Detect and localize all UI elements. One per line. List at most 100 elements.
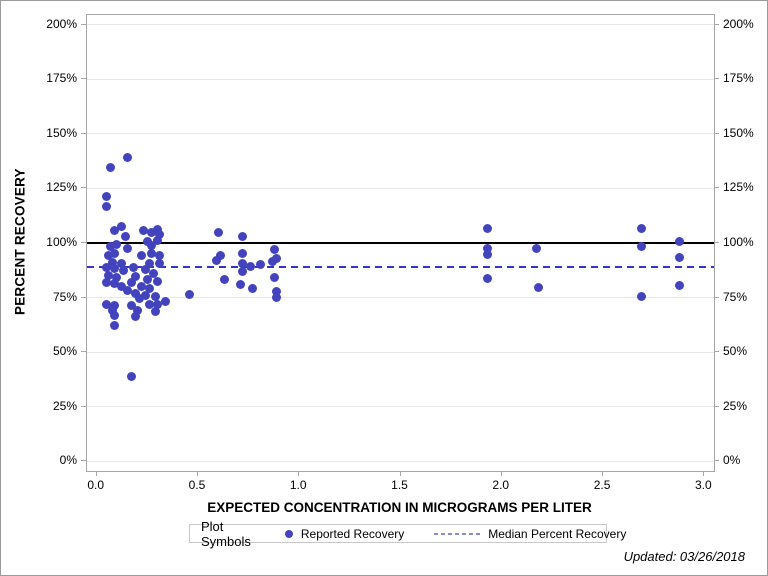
data-point <box>110 226 120 236</box>
y-axis-tick-right <box>714 405 719 407</box>
data-point <box>122 244 132 254</box>
data-point <box>483 223 493 233</box>
data-point <box>126 277 136 287</box>
y-axis-tick-left <box>81 405 86 407</box>
data-point <box>138 225 148 235</box>
data-point <box>116 222 126 232</box>
y-axis-tick-right <box>714 296 719 298</box>
data-point <box>106 242 116 252</box>
x-axis-tick <box>602 471 604 476</box>
y-axis-tick-label-left: 0% <box>59 453 77 468</box>
data-point <box>140 290 150 300</box>
y-axis-tick-label-right: 100% <box>723 235 754 249</box>
data-point <box>102 300 112 310</box>
legend-box: Plot Symbols Reported Recovery Median Pe… <box>189 519 626 549</box>
data-point <box>126 300 136 310</box>
y-axis-tick-left <box>81 132 86 134</box>
data-point <box>136 250 146 260</box>
data-point <box>238 248 248 258</box>
x-axis-tick <box>196 471 198 476</box>
data-point <box>110 300 120 310</box>
y-axis-tick-left <box>81 187 86 189</box>
y-axis-tick-label-right: 0% <box>723 453 741 468</box>
data-point <box>238 266 248 276</box>
y-gridline <box>87 406 714 408</box>
data-point <box>154 230 164 240</box>
y-axis-tick-left <box>81 296 86 298</box>
data-point <box>150 307 160 317</box>
data-point <box>148 268 158 278</box>
y-axis-tick-right <box>714 78 719 80</box>
y-axis-title: PERCENT RECOVERY <box>12 168 28 316</box>
x-axis-tick <box>500 471 502 476</box>
data-point <box>246 262 256 272</box>
data-point <box>483 250 493 260</box>
y-axis-tick-right <box>714 23 719 25</box>
data-point <box>219 275 229 285</box>
data-point <box>146 240 156 250</box>
data-point <box>235 280 245 290</box>
y-axis-tick-left <box>81 460 86 462</box>
data-point <box>238 231 248 241</box>
legend-dot-icon <box>284 529 293 538</box>
data-point <box>108 305 118 315</box>
data-point <box>110 279 120 289</box>
legend-title: Plot Symbols <box>201 518 251 549</box>
data-point <box>483 274 493 284</box>
y-axis-tick-label-left: 50% <box>52 344 77 359</box>
data-point <box>272 254 282 264</box>
data-point <box>142 275 152 285</box>
data-point <box>104 251 114 261</box>
x-axis-tick <box>298 471 300 476</box>
y-axis-tick-label-left: 125% <box>46 180 77 195</box>
data-point <box>116 259 126 269</box>
y-axis-tick-label-right: 125% <box>723 180 754 195</box>
data-point <box>144 258 154 268</box>
data-point <box>122 153 132 163</box>
data-point <box>102 277 112 287</box>
data-point <box>152 235 162 245</box>
legend-entry-reported-recovery: Reported Recovery <box>300 526 405 541</box>
data-point <box>134 293 144 303</box>
y-axis-tick-right <box>714 242 719 243</box>
data-point <box>132 305 142 315</box>
x-axis-tick-label: 0.5 <box>188 478 206 492</box>
y-axis-tick-label-right: 25% <box>723 398 748 413</box>
data-point <box>185 289 195 299</box>
data-point <box>152 224 162 234</box>
data-point <box>112 239 122 249</box>
data-point <box>110 310 120 320</box>
data-point <box>152 277 162 287</box>
legend-entry-median-percent-recovery: Median Percent Recovery <box>488 526 627 541</box>
data-point <box>637 292 646 302</box>
data-point <box>130 289 140 299</box>
data-point <box>118 266 128 275</box>
y-axis-tick-left <box>81 351 86 353</box>
x-axis-tick-label: 2.5 <box>593 478 611 492</box>
y-axis-tick-right <box>714 132 719 134</box>
y-gridline <box>87 133 714 135</box>
y-axis-tick-label-right: 50% <box>723 344 748 359</box>
data-point <box>161 297 171 307</box>
data-point <box>122 286 132 296</box>
data-point <box>136 282 146 292</box>
data-point <box>213 228 223 238</box>
y-axis-tick-left <box>81 242 86 243</box>
data-point <box>154 250 164 260</box>
y-axis-tick-label-left: 100% <box>46 235 77 249</box>
data-point <box>140 265 150 275</box>
data-point <box>110 249 120 259</box>
data-point <box>256 260 266 270</box>
y-axis-tick-right <box>714 351 719 353</box>
data-point <box>238 258 248 268</box>
y-axis-tick-left <box>81 23 86 25</box>
y-axis-tick-left <box>81 78 86 80</box>
data-point <box>102 191 112 201</box>
data-point <box>215 251 225 261</box>
x-axis-tick <box>95 471 97 476</box>
data-point <box>272 286 282 296</box>
data-point <box>531 243 541 253</box>
data-point <box>270 245 280 255</box>
data-point <box>150 292 160 302</box>
data-point <box>144 300 154 310</box>
